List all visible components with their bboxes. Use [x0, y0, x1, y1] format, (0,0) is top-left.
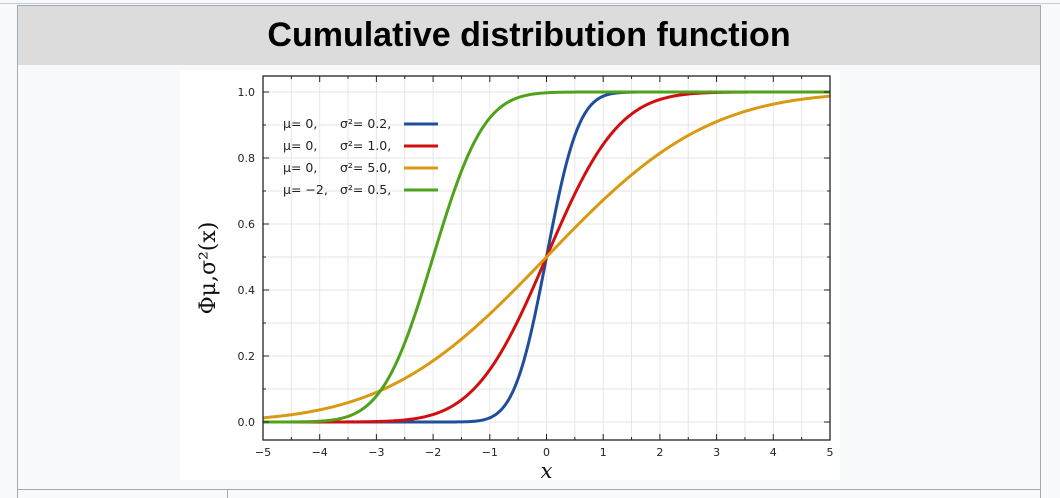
- page-title: Cumulative distribution function: [18, 6, 1040, 65]
- x-tick-label: 0: [543, 446, 550, 459]
- y-tick-label: 0.0: [238, 416, 256, 429]
- legend-mu-label: μ= 0,: [283, 160, 317, 175]
- bottom-border-line: [17, 489, 1041, 490]
- legend-variance-label: σ²= 1.0,: [340, 138, 391, 153]
- top-border-line: [0, 3, 1060, 4]
- y-axis-title: Φμ,σ²(x): [196, 222, 221, 315]
- x-tick-label: −5: [255, 446, 271, 459]
- x-axis-title: x: [541, 459, 553, 480]
- x-tick-label: 4: [770, 446, 777, 459]
- y-tick-label: 0.2: [238, 350, 256, 363]
- x-tick-label: 2: [656, 446, 663, 459]
- legend-mu-label: μ= −2,: [283, 182, 328, 197]
- x-tick-label: 1: [600, 446, 607, 459]
- x-tick-label: 5: [827, 446, 834, 459]
- x-tick-label: −3: [368, 446, 384, 459]
- y-tick-label: 0.6: [238, 218, 256, 231]
- y-tick-label: 0.4: [238, 284, 256, 297]
- series-lines: [262, 90, 831, 424]
- grid-lines: [263, 76, 830, 440]
- axis-ticks: −5 −4 −3 −2 −1 0 1 2 3 4 5 0.0 0.2 0.4 0.6 0.8 1.0: [238, 76, 834, 459]
- x-tick-label: −2: [425, 446, 441, 459]
- cdf-chart: −5 −4 −3 −2 −1 0 1 2 3 4 5 0.0 0.2 0.4 0.6 0.8 1.0 μ= 0,…: [180, 70, 840, 480]
- y-axis-title-text: Φμ,σ²(x): [196, 222, 221, 315]
- bottom-cell-divider: [227, 489, 228, 498]
- legend-variance-label: σ²= 0.2,: [340, 116, 391, 131]
- legend-mu-label: μ= 0,: [283, 116, 317, 131]
- legend-mu-label: μ= 0,: [283, 138, 317, 153]
- y-tick-label: 1.0: [238, 86, 256, 99]
- x-tick-label: 3: [713, 446, 720, 459]
- legend-variance-label: σ²= 0.5,: [340, 182, 391, 197]
- legend: μ= 0, σ²= 0.2, μ= 0, σ²= 1.0, μ= 0, σ²= 5.0, μ…: [283, 116, 438, 197]
- legend-variance-label: σ²= 5.0,: [340, 160, 391, 175]
- x-tick-label: −1: [482, 446, 498, 459]
- y-tick-label: 0.8: [238, 152, 256, 165]
- series-line-3: [262, 94, 831, 420]
- series-line-4: [263, 90, 830, 424]
- x-tick-label: −4: [312, 446, 328, 459]
